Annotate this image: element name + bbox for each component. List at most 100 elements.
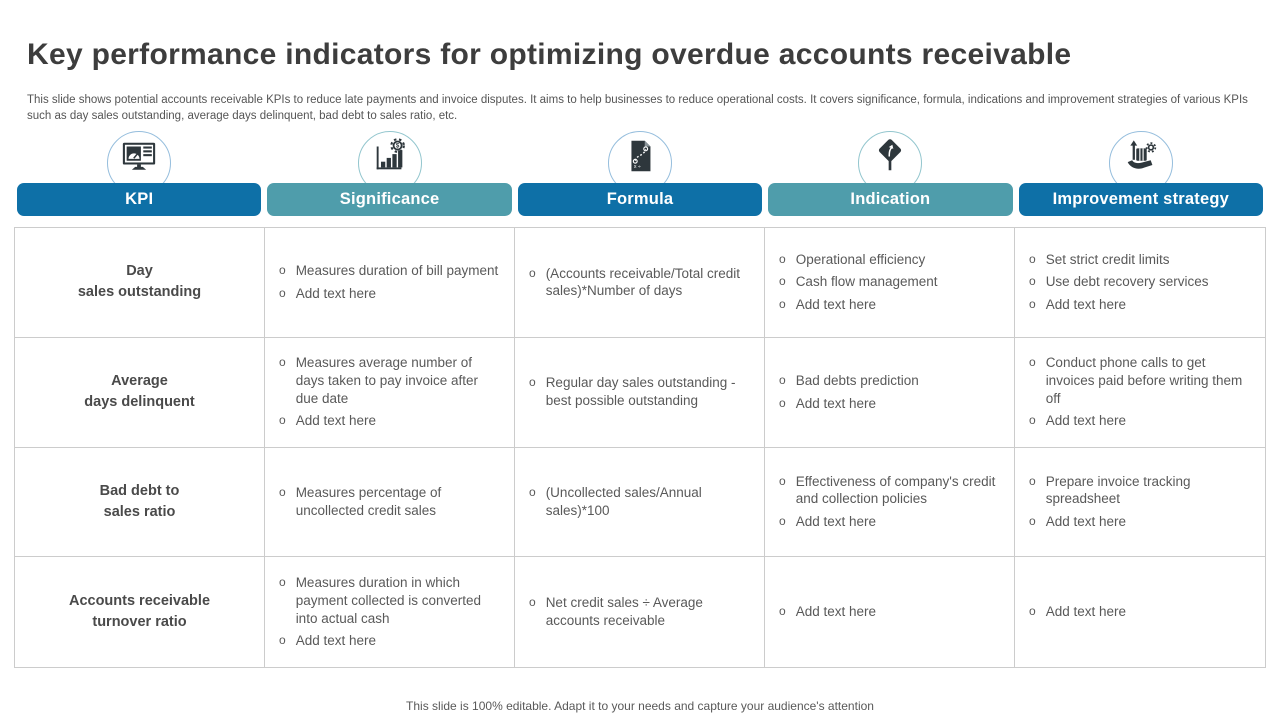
formula-document-icon: x ÷ [621,132,659,175]
bullet-text: Add text here [795,297,876,313]
column-header-improvement-strategy: Improvement strategy [1016,131,1266,216]
bullet-item: o Add text here [1029,412,1253,430]
bullet-item: o Net credit sales ÷ Average accounts rec… [529,594,752,630]
formula-cell: o (Uncollected sales/Annual sales)*100 [515,447,765,558]
bullet-marker: o [1029,413,1036,428]
kpi-name-cell: Bad debt to sales ratio [15,447,265,558]
formula-cell: o Net credit sales ÷ Average accounts rec… [515,557,765,667]
bullet-text: Measures average number of days taken to… [295,355,479,406]
bullet-text: Add text here [1045,604,1126,620]
bullet-marker: o [279,633,286,648]
bullet-item: o Cash flow management [779,273,1002,291]
bullet-item: o Measures percentage of uncollected cred… [279,484,502,520]
indication-cell: o Effectiveness of company's credit and c… [765,447,1015,558]
bullet-item: o Add text here [279,285,502,303]
bullet-item: o Add text here [1029,513,1253,531]
bullet-item: o Operational efficiency [779,251,1002,269]
bullet-item: o Set strict credit limits [1029,251,1253,269]
column-header-label: Indication [768,183,1013,216]
formula-cell: o Regular day sales outstanding - best po… [515,337,765,448]
kpi-name-line: turnover ratio [92,614,187,631]
bullet-marker: o [779,372,786,387]
column-header-label: Improvement strategy [1018,183,1263,216]
bullet-marker: o [529,485,536,500]
bullet-item: o Measures duration of bill payment [279,262,502,280]
bullet-item: o Prepare invoice tracking spreadsheet [1029,473,1253,509]
kpi-name-line: Bad debt to [99,482,180,499]
bullet-marker: o [1029,604,1036,619]
bullet-item: o Add text here [779,603,1002,621]
formula-cell: o (Accounts receivable/Total credit sales… [515,228,765,338]
kpi-name-line: Day [126,263,153,280]
kpi-name-line: Average [111,373,168,390]
bullet-item: o Effectiveness of company's credit and c… [779,473,1002,509]
bullet-marker: o [779,514,786,529]
bullet-item: o Add text here [1029,603,1253,621]
bullet-marker: o [529,375,536,390]
bullet-text: Conduct phone calls to get invoices paid… [1045,355,1243,406]
bullet-marker: o [1029,473,1036,488]
kpi-name-line: Accounts receivable [68,593,211,610]
improvement-strategy-cell: o Set strict credit limits o Use debt recov… [1015,228,1265,338]
bullet-item: o (Accounts receivable/Total credit sales… [529,265,752,301]
kpi-name-line: sales outstanding [77,284,202,301]
bullet-marker: o [279,263,286,278]
kpi-name-cell: Accounts receivable turnover ratio [15,557,265,667]
svg-text:x ÷: x ÷ [634,164,641,170]
bullet-text: Add text here [295,413,376,429]
bullet-text: Bad debts prediction [795,372,919,388]
bullet-item: o Bad debts prediction [779,372,1002,390]
bullet-text: Add text here [795,604,876,620]
bullet-marker: o [779,251,786,266]
column-header-significance: $ Significance [264,131,514,216]
bullet-text: Measures duration of bill payment [295,263,499,279]
bullet-text: Add text here [795,514,876,530]
bullet-text: Add text here [295,285,376,301]
bullet-marker: o [779,297,786,312]
bullet-text: Add text here [795,395,876,411]
improvement-strategy-cell: o Conduct phone calls to get invoices pai… [1015,338,1265,448]
indication-cell: o Add text here [765,557,1015,667]
bullet-text: Prepare invoice tracking spreadsheet [1045,473,1191,507]
column-header-label: Significance [267,183,512,216]
kpi-table: Day sales outstanding o Measures duration o… [14,227,1266,668]
bullet-marker: o [1029,514,1036,529]
bullet-text: Set strict credit limits [1045,251,1170,267]
bullet-marker: o [279,575,286,589]
significance-cell: o Measures duration of bill payment o Add t… [265,228,515,338]
dashboard-monitor-icon [120,132,158,175]
bullet-text: (Uncollected sales/Annual sales)*100 [545,485,702,518]
improvement-strategy-cell: o Add text here [1015,557,1265,667]
bullet-item: o Add text here [1029,296,1253,314]
indication-cell: o Bad debts prediction o Add text here [765,337,1015,448]
bullet-text: Effectiveness of company's credit and co… [795,473,996,507]
kpi-name-cell: Day sales outstanding [15,228,265,338]
bullet-item: o Measures duration in which payment coll… [279,574,502,627]
bullet-marker: o [779,274,786,289]
table-header-row: KPI $ Significance x ÷ Formula Indication … [14,131,1266,216]
bullet-item: o Add text here [779,395,1002,413]
bullet-marker: o [1029,297,1036,312]
bullet-text: Add text here [1045,413,1126,429]
hand-money-growth-icon [1122,132,1160,175]
kpi-name-line: days delinquent [84,394,195,411]
bullet-marker: o [529,595,536,610]
indication-cell: o Operational efficiency o Cash flow manage… [765,228,1015,338]
bullet-text: Add text here [1045,514,1126,530]
bullet-marker: o [1029,274,1036,289]
bullet-item: o Add text here [279,412,502,430]
bullet-item: o Regular day sales outstanding - best po… [529,374,752,410]
bullet-marker: o [779,395,786,410]
bullet-text: Measures percentage of uncollected credi… [295,485,442,518]
bullet-text: (Accounts receivable/Total credit sales)… [545,265,741,299]
bullet-item: o Add text here [779,513,1002,531]
bullet-marker: o [779,604,786,619]
bullet-item: o Measures average number of days taken t… [279,354,502,407]
bullet-marker: o [1029,355,1036,369]
bullet-marker: o [279,355,286,369]
bullet-item: o Add text here [779,296,1002,314]
bullet-marker: o [279,413,286,428]
kpi-name-cell: Average days delinquent [15,337,265,448]
bullet-text: Measures duration in which payment colle… [295,575,482,626]
bullet-text: Add text here [295,633,376,649]
